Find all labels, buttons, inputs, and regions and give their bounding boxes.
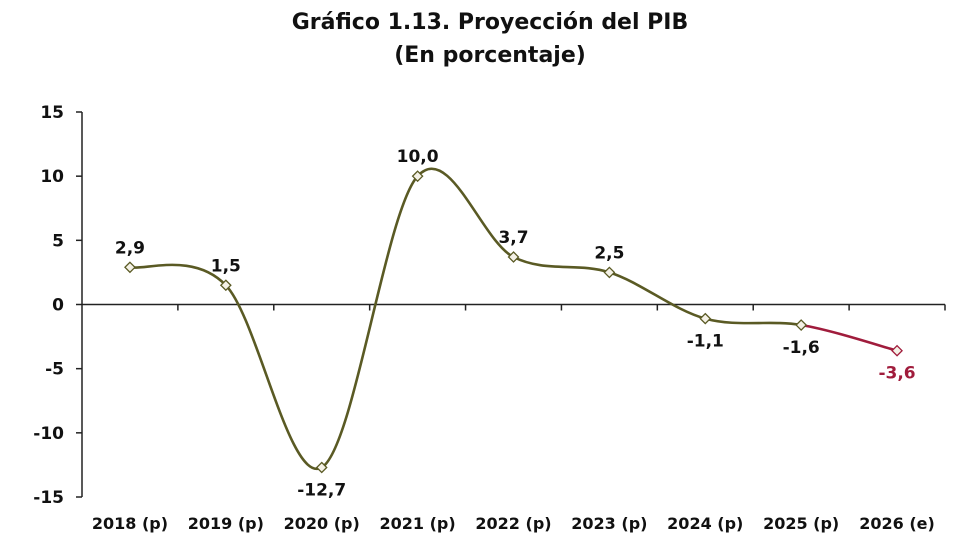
data-label: -1,6 <box>783 338 820 358</box>
data-label: 1,5 <box>211 256 241 276</box>
chart-data-labels: 2,9 1,5 -12,7 10,0 3,7 2,5 -1,1 -1,6 -3,6 <box>115 147 916 500</box>
x-tick-label: 2019 (p) <box>188 514 264 533</box>
data-label: 10,0 <box>397 147 439 167</box>
x-tick-label: 2020 (p) <box>284 514 360 533</box>
series-line-estimated <box>800 323 898 352</box>
data-point-marker <box>603 266 616 279</box>
x-tick-label: 2018 (p) <box>92 514 168 533</box>
y-tick-label: 0 <box>52 296 64 316</box>
data-point-marker <box>699 312 712 325</box>
chart-title: Gráfico 1.13. Proyección del PIB <box>291 10 689 35</box>
y-tick-label: -5 <box>45 360 64 380</box>
x-tick-label: 2023 (p) <box>571 514 647 533</box>
x-tick-label: 2026 (e) <box>859 514 935 533</box>
chart-series <box>129 167 898 471</box>
data-point-marker <box>124 261 136 274</box>
data-label: -1,1 <box>687 332 724 352</box>
data-label: 2,9 <box>115 238 145 258</box>
x-tick-label: 2022 (p) <box>475 514 551 533</box>
y-tick-label: -15 <box>33 488 64 508</box>
data-label: -3,6 <box>878 364 915 384</box>
data-point-marker <box>795 319 808 331</box>
data-point-marker <box>507 251 520 263</box>
x-tick-label: 2024 (p) <box>667 514 743 533</box>
chart-axes: 15 10 5 0 -5 -10 -15 2018 (p) 2019 (p) 2020 (p) 20… <box>33 103 946 533</box>
y-tick-label: 5 <box>52 231 64 251</box>
data-point-marker <box>411 170 424 183</box>
y-tick-label: -10 <box>33 424 64 444</box>
chart-title-block: Gráfico 1.13. Proyección del PIB (En por… <box>0 6 980 72</box>
data-point-marker <box>219 279 232 292</box>
data-label: -12,7 <box>297 480 346 500</box>
data-point-marker <box>315 461 328 474</box>
chart-subtitle: (En porcentaje) <box>394 43 586 68</box>
data-label: 2,5 <box>594 243 624 263</box>
x-tick-label: 2021 (p) <box>380 514 456 533</box>
y-tick-label: 10 <box>40 167 64 187</box>
chart-markers <box>124 170 903 474</box>
data-label: 3,7 <box>498 228 528 248</box>
data-point-marker <box>891 344 903 357</box>
x-tick-label: 2025 (p) <box>763 514 839 533</box>
y-tick-label: 15 <box>40 103 64 123</box>
